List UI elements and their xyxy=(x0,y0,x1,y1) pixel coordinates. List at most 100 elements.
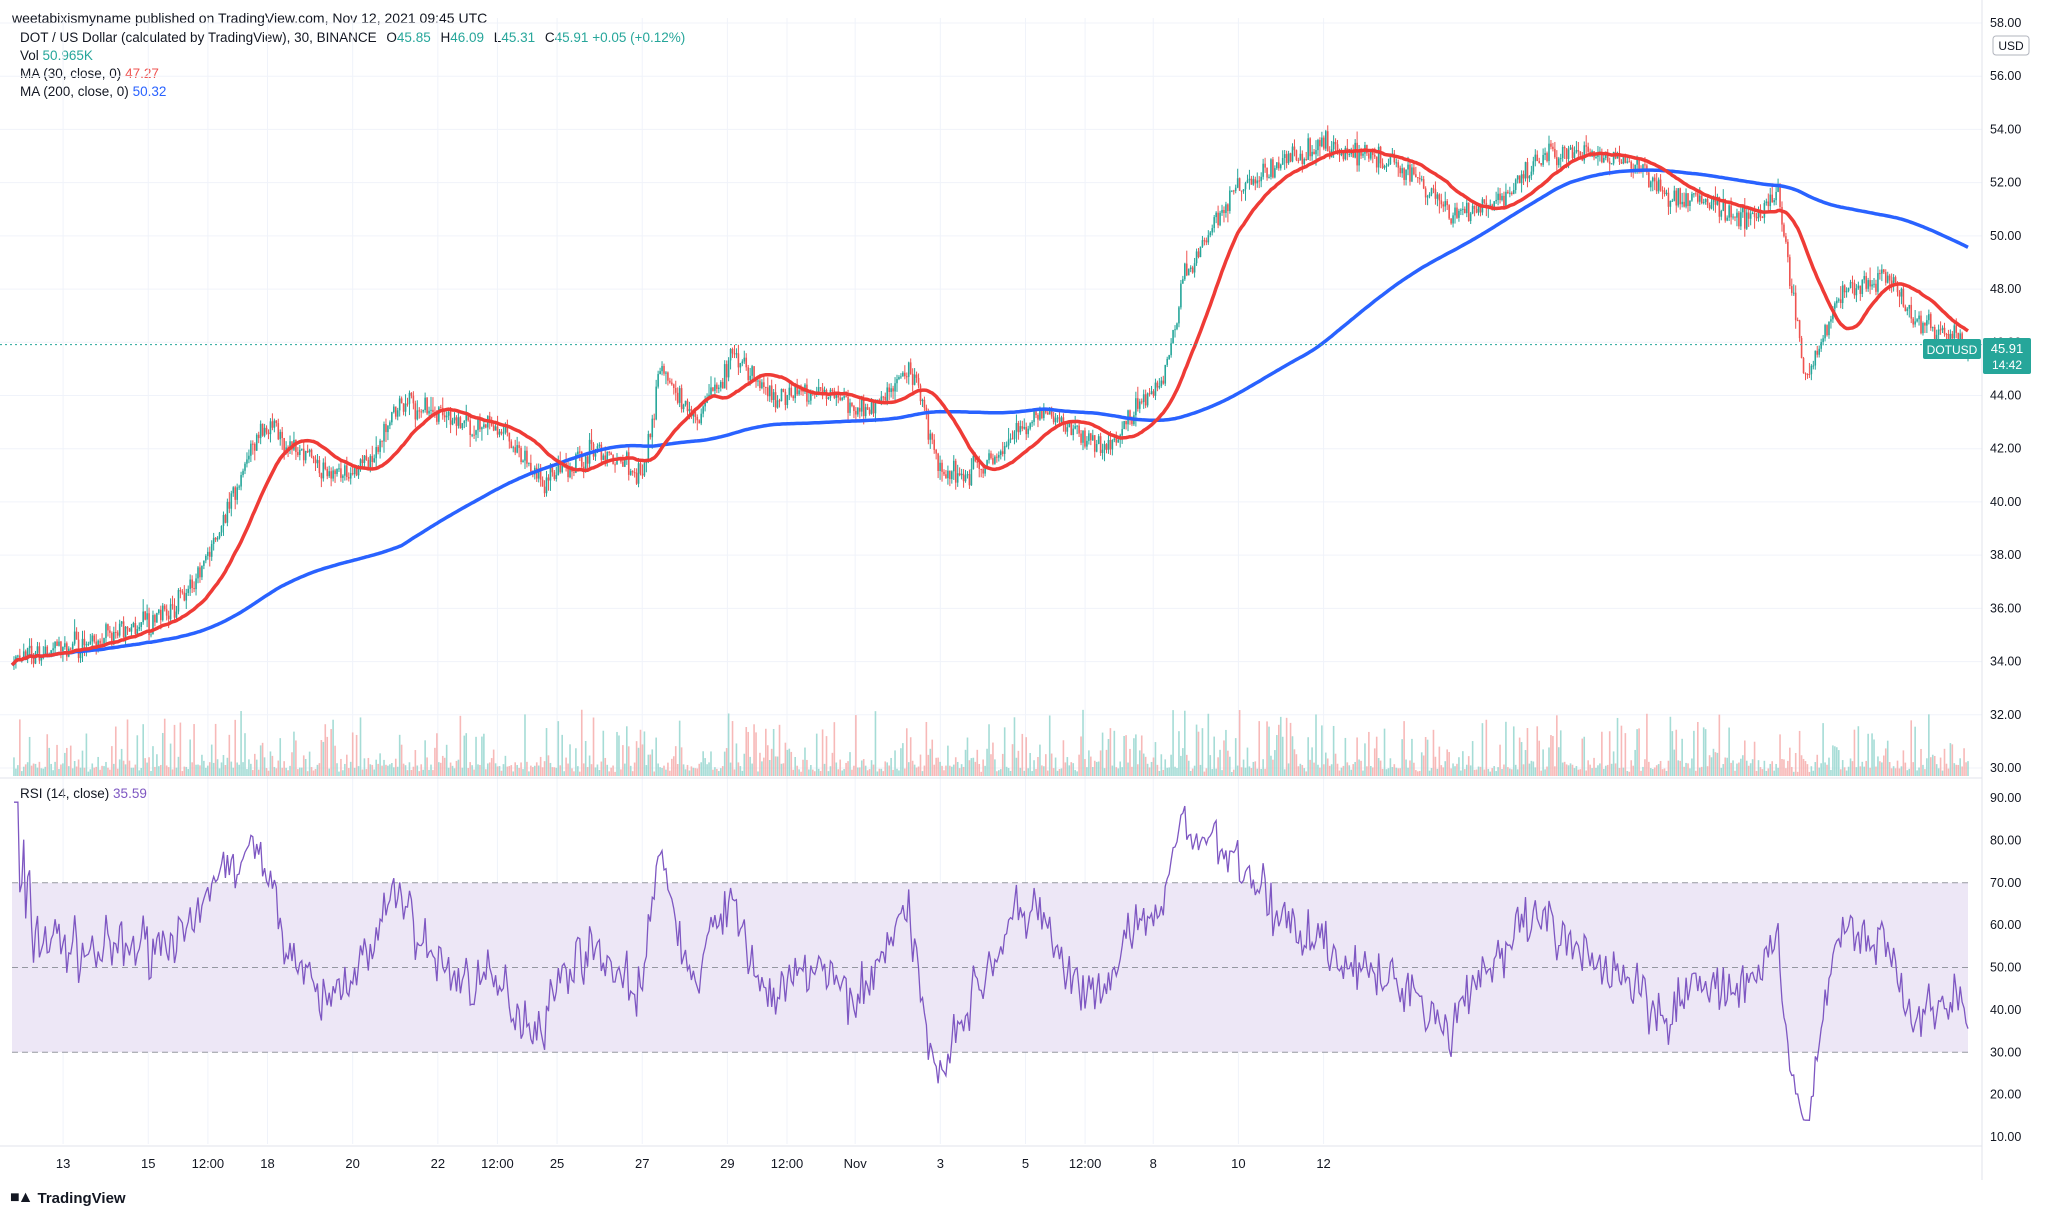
rsi-label[interactable]: RSI (14, close) xyxy=(20,786,110,801)
candle-body xyxy=(1467,202,1470,222)
volume-bar xyxy=(1368,731,1370,776)
candle-body xyxy=(1189,267,1192,269)
candle-body xyxy=(888,387,890,393)
price-tick-label: 54.00 xyxy=(1990,122,2021,136)
volume-bars xyxy=(13,709,1969,776)
volume-bar xyxy=(62,763,64,776)
volume-bar xyxy=(1297,766,1300,776)
volume-bar xyxy=(238,764,240,776)
volume-label[interactable]: Vol xyxy=(20,48,39,63)
volume-bar xyxy=(1411,738,1413,776)
volume-bar xyxy=(1262,759,1264,776)
volume-bar xyxy=(179,722,182,776)
ma200-label[interactable]: MA (200, close, 0) xyxy=(20,84,129,99)
ma30-label[interactable]: MA (30, close, 0) xyxy=(20,66,122,81)
candle-body xyxy=(1221,209,1223,213)
candle-body xyxy=(1003,446,1006,454)
volume-bar xyxy=(389,764,391,776)
volume-bar xyxy=(1616,717,1619,776)
volume-bar xyxy=(58,768,60,776)
candle-body xyxy=(1618,155,1621,162)
candle-body xyxy=(949,470,951,480)
currency-badge[interactable]: USD xyxy=(1992,35,2030,56)
volume-bar xyxy=(124,764,127,776)
volume-bar xyxy=(1546,766,1548,776)
volume-bar xyxy=(571,768,573,776)
volume-bar xyxy=(103,766,105,776)
candle-body xyxy=(189,579,191,589)
candle-body xyxy=(1636,159,1638,165)
volume-bar xyxy=(1702,727,1705,776)
candle-body xyxy=(1019,426,1022,433)
volume-bar xyxy=(181,771,184,776)
candle-body xyxy=(796,385,798,395)
volume-bar xyxy=(1738,762,1740,776)
candle-body xyxy=(1442,204,1445,207)
volume-bar xyxy=(1193,765,1196,776)
candle-body xyxy=(1908,304,1911,309)
volume-bar xyxy=(1360,760,1362,776)
candle-body xyxy=(113,631,115,642)
volume-bar xyxy=(1792,771,1795,776)
candle-body xyxy=(1806,373,1809,375)
candle-body xyxy=(1113,438,1116,440)
volume-bar xyxy=(508,766,511,776)
candle-body xyxy=(40,657,43,661)
volume-bar xyxy=(949,765,951,776)
volume-bar xyxy=(299,767,301,776)
candle-body xyxy=(1227,204,1229,211)
candle-body xyxy=(992,458,994,464)
candle-body xyxy=(1138,401,1141,409)
candle-body xyxy=(1232,190,1235,192)
time-tick-label: 20 xyxy=(345,1156,359,1171)
candle-body xyxy=(494,426,497,431)
volume-bar xyxy=(346,754,348,776)
candle-body xyxy=(283,437,285,454)
volume-bar xyxy=(1366,766,1368,776)
candle-body xyxy=(203,560,205,566)
candle-body xyxy=(911,373,914,385)
volume-bar xyxy=(721,766,724,776)
price-tick-label: 50.00 xyxy=(1990,229,2021,243)
rsi-axis[interactable]: 10.0020.0030.0040.0050.0060.0070.0080.00… xyxy=(1990,791,2021,1144)
volume-bar xyxy=(923,765,926,776)
volume-bar xyxy=(790,751,793,776)
candle-body xyxy=(1669,200,1672,207)
volume-bar xyxy=(1432,729,1435,776)
price-scale-background[interactable] xyxy=(1982,0,2048,1217)
candle-body xyxy=(490,422,493,426)
candle-body xyxy=(1420,179,1423,181)
volume-bar xyxy=(1632,765,1634,776)
symbol-title[interactable]: DOT / US Dollar (calculated by TradingVi… xyxy=(20,30,377,45)
time-axis[interactable]: 13 15 12:00 18 20 22 12:00 25 27 29 12:00 Nov 3 5 12:0… xyxy=(56,1156,1331,1171)
volume-bar xyxy=(753,724,755,776)
candle-body xyxy=(968,474,971,486)
volume-bar xyxy=(831,752,834,776)
candle-body xyxy=(1951,333,1954,339)
candle-body xyxy=(1673,190,1676,201)
candle-body xyxy=(318,460,321,474)
volume-bar xyxy=(212,762,215,776)
volume-bar xyxy=(443,757,446,776)
volume-bar xyxy=(187,769,190,776)
volume-bar xyxy=(925,721,928,776)
volume-bar xyxy=(1086,767,1088,776)
volume-bar xyxy=(1757,760,1760,776)
volume-bar xyxy=(774,756,777,776)
candle-body xyxy=(543,486,546,494)
candle-body xyxy=(451,420,454,425)
candle-body xyxy=(1017,422,1020,433)
volume-bar xyxy=(1407,767,1409,776)
volume-bar xyxy=(688,770,691,776)
candle-body xyxy=(445,415,448,418)
price-axis[interactable]: 30.0032.0034.0036.0038.0040.0042.0044.00… xyxy=(1990,16,2021,775)
candle-body xyxy=(449,411,452,425)
candle-body xyxy=(212,537,215,544)
tradingview-logo[interactable]: ■▲ TradingView xyxy=(10,1189,126,1207)
candle-body xyxy=(1796,320,1799,322)
candle-body xyxy=(1497,193,1499,200)
candle-body xyxy=(146,613,148,620)
volume-bar xyxy=(492,749,495,776)
candle-body xyxy=(900,376,902,378)
